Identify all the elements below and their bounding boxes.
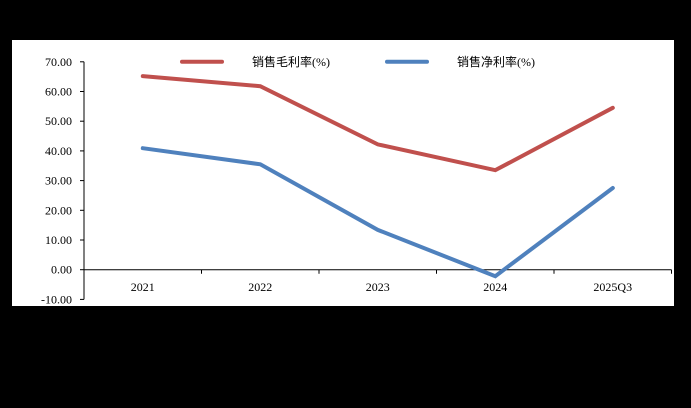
net-margin-line	[140, 146, 615, 279]
legend: 销售毛利率(%) 销售净利率(%)	[180, 54, 535, 69]
series-lines	[140, 74, 615, 279]
y-tick-label: 70.00	[45, 55, 72, 69]
x-tick-label: 2023	[366, 280, 390, 294]
y-tick-label: -10.00	[41, 292, 72, 306]
x-tick-label: 2024	[483, 280, 507, 294]
legend-label: 销售毛利率(%)	[252, 54, 330, 69]
gross-margin-line	[140, 74, 615, 173]
y-tick-label: 20.00	[45, 203, 72, 217]
y-tick-label: 0.00	[51, 263, 72, 277]
chart-panel	[12, 40, 674, 306]
y-axis: 70.00 60.00 50.00 40.00 30.00 20.00 10.00 0.00 -…	[41, 55, 85, 306]
y-tick-label: 50.00	[45, 114, 72, 128]
y-tick-label: 30.00	[45, 174, 72, 188]
x-axis: 2021 2022 2023 2024 2025Q3	[84, 269, 672, 294]
y-tick-label: 40.00	[45, 144, 72, 158]
x-tick-label: 2022	[248, 280, 272, 294]
legend-label: 销售净利率(%)	[457, 54, 535, 69]
x-tick-label: 2025Q3	[593, 280, 632, 294]
x-tick-label: 2021	[131, 280, 155, 294]
y-tick-label: 10.00	[45, 233, 72, 247]
y-tick-label: 60.00	[45, 85, 72, 99]
